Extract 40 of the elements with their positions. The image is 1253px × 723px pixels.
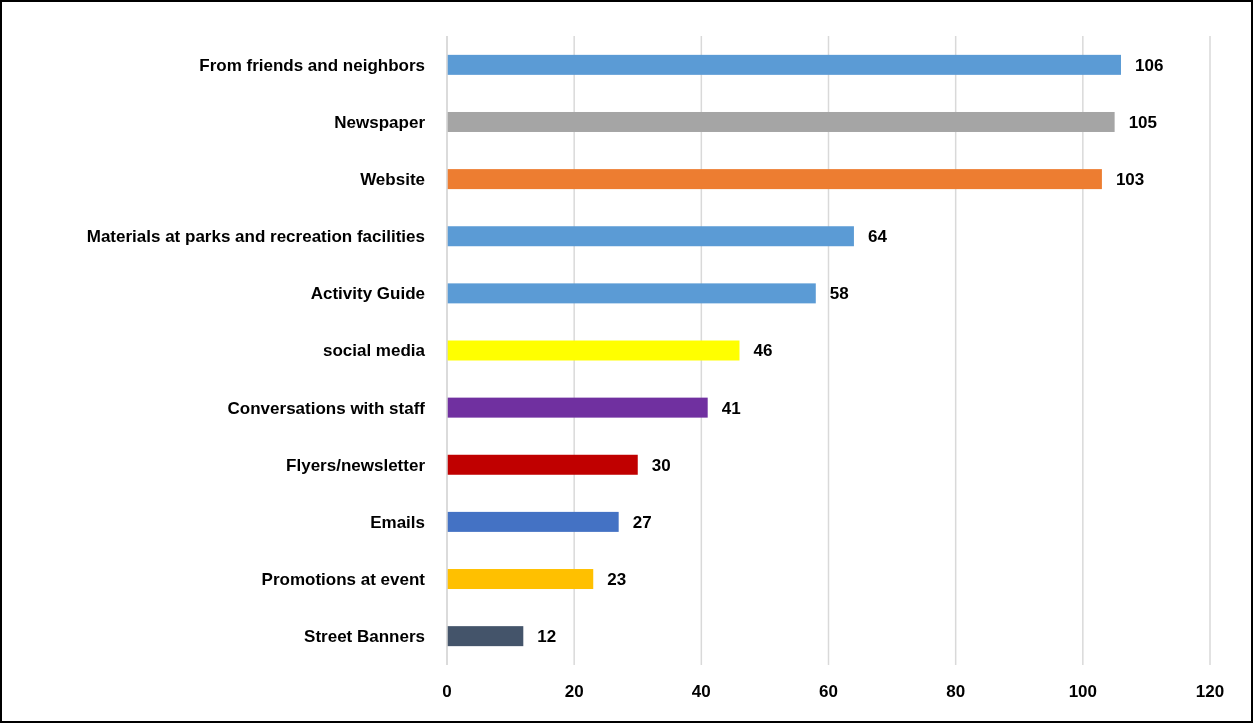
bar: [447, 54, 1121, 75]
y-tick-label: Website: [360, 170, 425, 190]
y-tick-label: Flyers/newsletter: [286, 455, 426, 475]
data-label: 30: [651, 455, 671, 475]
data-label: 64: [867, 227, 888, 247]
y-tick-label: From friends and neighbors: [199, 55, 425, 75]
y-tick-label: Promotions at event: [261, 569, 426, 589]
bar: [447, 626, 524, 647]
y-tick-label: Emails: [370, 512, 425, 532]
bar: [447, 569, 594, 590]
y-tick-label: social media: [322, 341, 426, 361]
bar: [447, 454, 638, 475]
x-tick-label: 120: [1195, 682, 1225, 701]
data-label: 12: [537, 627, 557, 647]
data-label: 105: [1128, 112, 1157, 132]
y-tick-label: Street Banners: [304, 627, 425, 647]
x-tick-label: 80: [946, 682, 966, 701]
y-tick-label: Newspaper: [334, 112, 426, 132]
bar: [447, 340, 740, 361]
bar: [447, 226, 854, 247]
bar: [447, 397, 708, 418]
bar: [447, 111, 1115, 132]
data-label: 46: [753, 341, 773, 361]
y-tick-label: Activity Guide: [310, 284, 425, 304]
data-label: 23: [607, 569, 627, 589]
x-tick-label: 0: [442, 682, 452, 701]
bar: [447, 169, 1102, 190]
data-label: 41: [721, 398, 741, 418]
x-tick-label: 40: [691, 682, 711, 701]
bar: [447, 283, 816, 304]
x-tick-label: 20: [564, 682, 584, 701]
bar: [447, 511, 619, 532]
data-label: 27: [632, 512, 652, 532]
data-label: 103: [1115, 170, 1145, 190]
y-tick-label: Materials at parks and recreation facilities: [86, 227, 425, 247]
data-label: 106: [1134, 55, 1164, 75]
y-tick-label: Conversations with staff: [227, 398, 426, 418]
data-label: 58: [829, 284, 849, 304]
x-tick-label: 60: [819, 682, 838, 701]
x-tick-label: 100: [1068, 682, 1098, 701]
